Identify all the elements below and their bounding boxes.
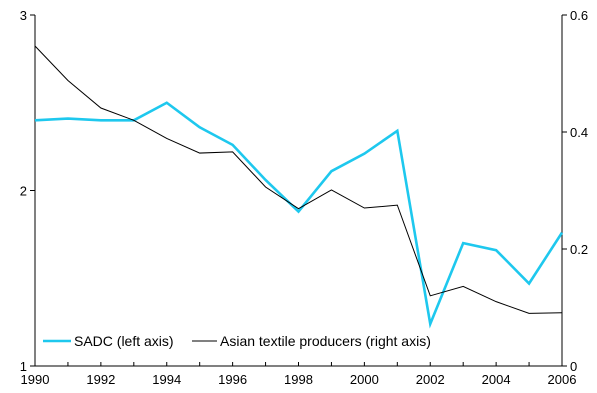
x-tick-label: 2004 (482, 372, 511, 387)
sadc-series-line (34, 101, 564, 329)
x-tick-label: 1992 (86, 372, 115, 387)
right-y-tick-label: 0.4 (570, 125, 588, 140)
legend-label-asian: Asian textile producers (right axis) (220, 333, 431, 349)
right-y-tick-label: 0 (570, 359, 577, 374)
series-layer (34, 45, 564, 329)
left-y-tick-label: 3 (20, 8, 27, 23)
x-tick-label: 1996 (218, 372, 247, 387)
x-tick-label: 2000 (350, 372, 379, 387)
x-tick-label: 2002 (416, 372, 445, 387)
x-tick-label: 1990 (21, 372, 50, 387)
chart-legend: SADC (left axis) Asian textile producers … (43, 333, 431, 349)
chart-axes: 1 2 3 0 0.2 0.4 0.6 1990 1992 1994 1996 1998 2000 200… (20, 8, 588, 387)
left-y-tick-label: 1 (20, 359, 27, 374)
right-y-tick-label: 0.6 (570, 8, 588, 23)
x-tick-label: 1998 (284, 372, 313, 387)
left-y-tick-label: 2 (20, 184, 27, 199)
x-tick-label: 1994 (152, 372, 181, 387)
x-tick-label: 2006 (548, 372, 577, 387)
asian-textile-series-line (34, 45, 563, 314)
right-y-tick-label: 0.2 (570, 242, 588, 257)
legend-label-sadc: SADC (left axis) (74, 333, 174, 349)
